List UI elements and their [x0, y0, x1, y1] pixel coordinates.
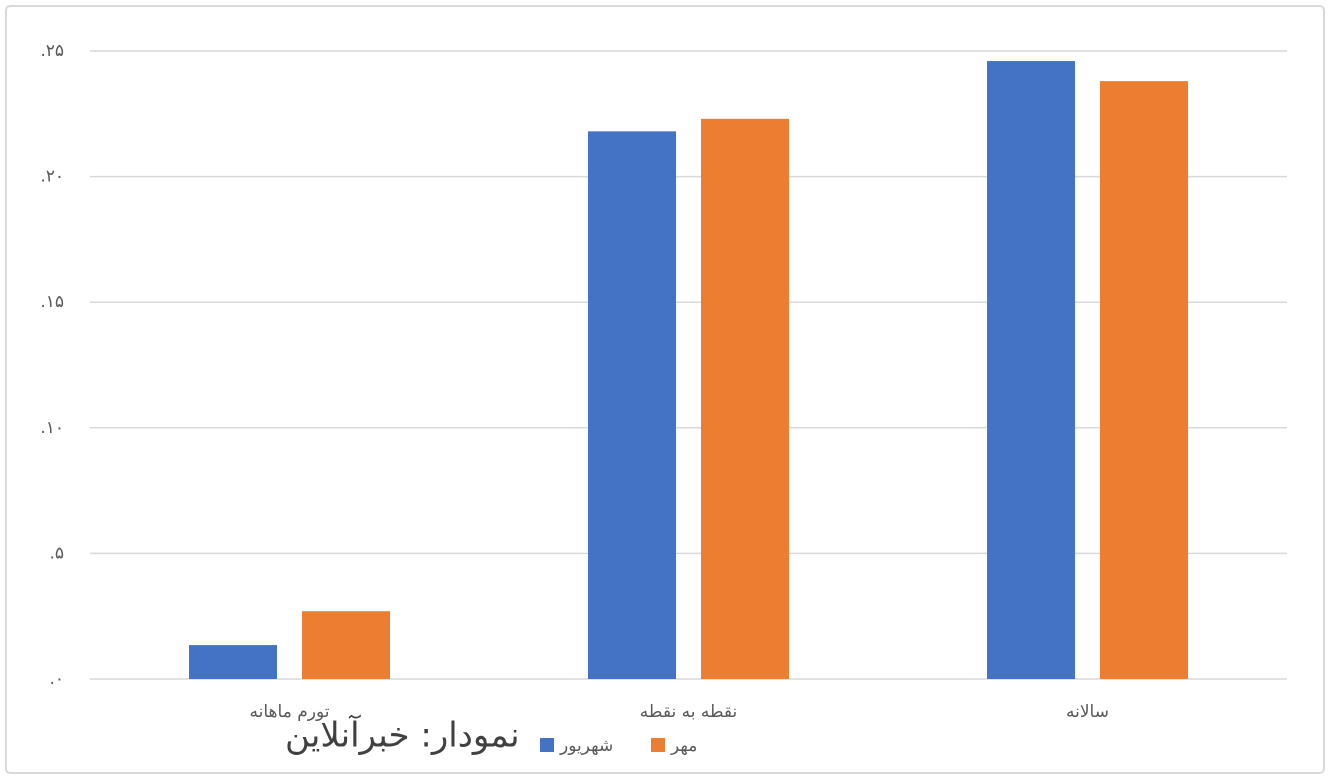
x-tick-label: نقطه به نقطه [640, 702, 737, 722]
legend-swatch [651, 738, 665, 752]
bar [588, 131, 676, 679]
legend-label: شهریور [559, 736, 613, 756]
y-tick-label: .۲۰ [40, 167, 64, 187]
y-tick-label: .۱۰ [40, 418, 64, 438]
bar [1100, 81, 1188, 680]
x-tick-label: تورم ماهانه [250, 702, 330, 722]
y-tick-label: .۱۵ [40, 292, 64, 312]
legend-label: مهر [670, 736, 697, 756]
y-tick-label: .۵ [49, 543, 64, 563]
x-tick-label: سالانه [1066, 702, 1109, 722]
bar [701, 118, 789, 680]
y-tick-label: .۲۵ [40, 41, 64, 61]
annotation: نمودار: خبرآنلاین [285, 715, 520, 756]
bar [302, 611, 390, 679]
y-tick-label: .۰ [49, 669, 64, 689]
bar [987, 61, 1075, 680]
bar [189, 645, 277, 679]
legend-swatch [540, 738, 554, 752]
